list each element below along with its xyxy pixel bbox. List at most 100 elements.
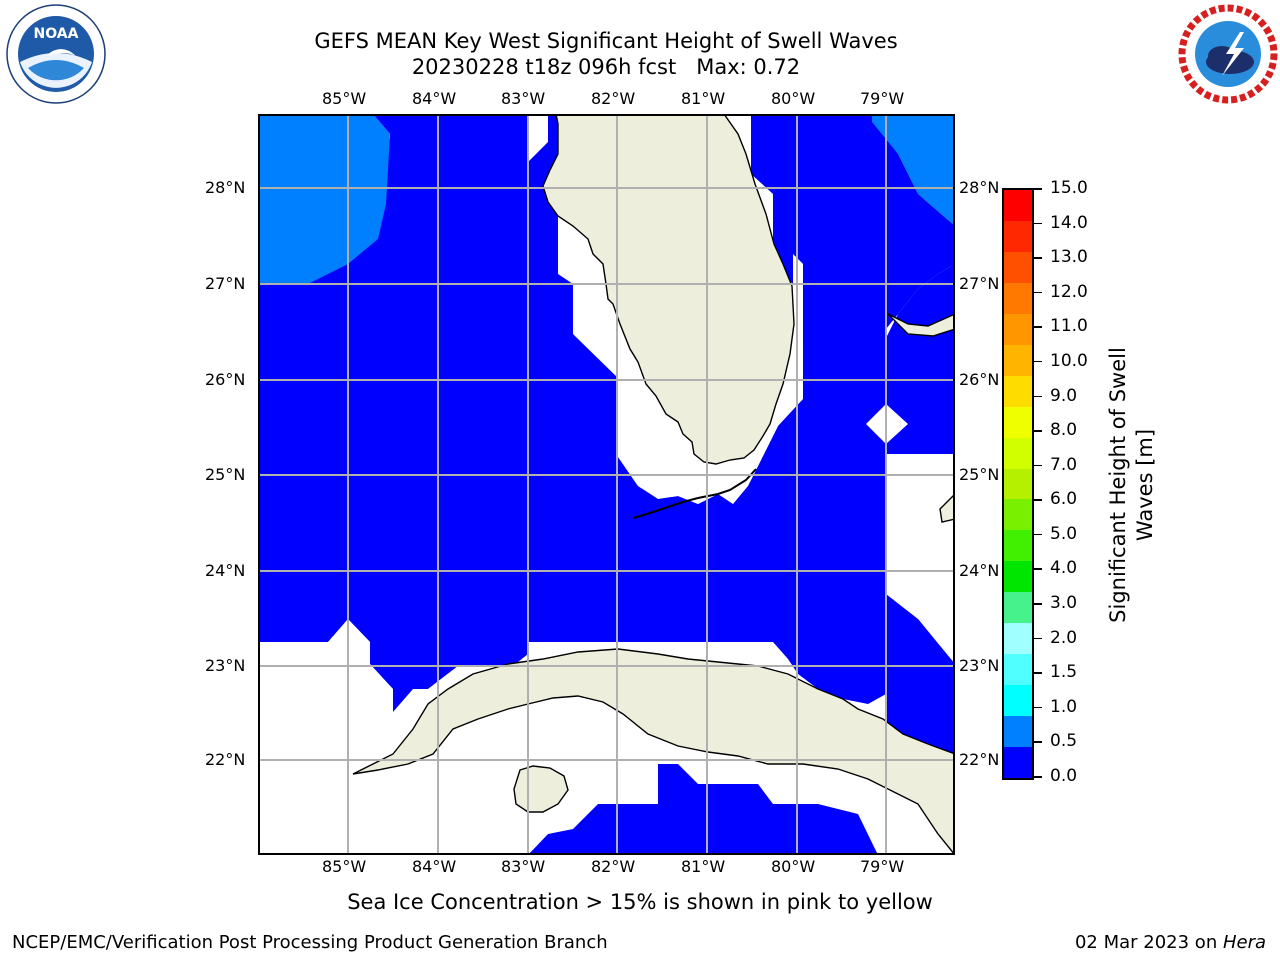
page-title: GEFS MEAN Key West Significant Height of… [0,28,1212,80]
colorbar-tick-mark [1034,395,1042,398]
colorbar-segment [1004,530,1032,562]
lon-label-top-80w: 80°W [771,89,816,108]
colorbar-tick-mark [1034,499,1042,501]
colorbar-tick-label: 13.0 [1050,247,1088,268]
lat-label-right-27n: 27°N [959,274,1000,293]
ocean-swell-mid-northwest [258,114,390,284]
colorbar-segment [1004,499,1032,531]
colorbar-tick-label: 1.0 [1050,696,1078,717]
colorbar-segment [1004,251,1032,284]
lon-label-bottom-82w: 82°W [591,857,636,876]
florida-land [542,113,795,465]
lon-label-bottom-84w: 84°W [412,857,457,876]
colorbar-tick-label: 0.5 [1050,731,1078,752]
map-panel [258,113,956,857]
map-frame [258,114,955,855]
lon-label-top-85w: 85°W [322,89,367,108]
colorbar-tick-label: 2.0 [1050,627,1078,648]
colorbar-tick-mark [1034,326,1042,328]
colorbar [1002,188,1034,780]
lat-label-left-27n: 27°N [205,274,246,293]
colorbar-tick-mark [1034,464,1042,467]
lon-label-top-83w: 83°W [501,89,546,108]
ocean-swell-low-caribbean [528,764,878,855]
lon-label-top-82w: 82°W [591,89,636,108]
colorbar-segment [1004,406,1032,439]
colorbar-segment [1004,344,1032,377]
colorbar-segment [1004,716,1032,748]
noaa-logo-text: NOAA [34,26,79,42]
florida-keys [633,468,757,519]
colorbar-tick-label: 15.0 [1050,178,1088,198]
colorbar-label-line-1: Significant Height of Swell [1106,347,1130,623]
colorbar-tick-mark [1034,291,1042,294]
colorbar-segment [1004,282,1032,315]
sea-ice-caption: Sea Ice Concentration > 15% is shown in … [347,890,933,914]
colorbar-segment [1004,623,1032,655]
colorbar-tick-mark [1034,257,1042,259]
colorbar-tick-mark [1034,430,1042,432]
lon-label-bottom-85w: 85°W [322,857,367,876]
lat-label-right-22n: 22°N [959,750,1000,769]
colorbar-label: Significant Height of Swell Waves [m] [1102,185,1162,785]
colorbar-segment [1004,468,1032,500]
colorbar-segment [1004,375,1032,408]
colorbar-tick-label: 11.0 [1050,316,1088,337]
lon-label-top-84w: 84°W [412,89,457,108]
colorbar-tick-label: 7.0 [1050,454,1078,475]
colorbar-tick-mark [1034,741,1042,743]
colorbar-tick-label: 14.0 [1050,212,1088,233]
colorbar-segment [1004,561,1032,593]
colorbar-tick-label: 3.0 [1050,593,1078,614]
colorbar-tick-label: 5.0 [1050,523,1078,544]
nws-logo-icon [1178,4,1278,104]
colorbar-tick-label: 4.0 [1050,558,1078,579]
colorbar-tick-label: 10.0 [1050,350,1088,371]
lon-label-top-79w: 79°W [860,89,905,108]
colorbar-tick-label: 9.0 [1050,385,1078,406]
lat-label-left-26n: 26°N [205,370,246,389]
lon-label-bottom-81w: 81°W [681,857,726,876]
colorbar-tick-mark [1034,568,1042,570]
nws-logo [1178,4,1278,104]
colorbar-segment [1004,437,1032,470]
colorbar-tick-mark [1034,776,1042,778]
lon-label-bottom-79w: 79°W [860,857,905,876]
colorbar-tick-mark [1034,637,1042,640]
colorbar-ticks: 15.0 14.0 13.0 12.0 11.0 10.0 9.0 8.0 7.0 6.0 5.0 4… [1034,178,1106,790]
colorbar-tick-label: 1.5 [1050,662,1078,683]
footer-right: 02 Mar 2023 on Hera [1075,932,1266,953]
lat-label-left-22n: 22°N [205,750,246,769]
colorbar-tick-label: 6.0 [1050,489,1078,510]
ocean-swell-low-west [258,114,558,712]
noaa-logo-icon: NOAA [6,4,106,104]
colorbar-tick-mark [1034,222,1042,225]
colorbar-tick-label: 0.0 [1050,766,1078,786]
colorbar-tick-mark [1034,360,1042,363]
colorbar-segment [1004,747,1032,779]
swell-height-map [258,113,956,857]
footer-host: Hera [1222,932,1266,953]
lat-label-right-28n: 28°N [959,178,1000,197]
lat-label-left-23n: 23°N [205,656,246,675]
colorbar-segment [1004,190,1032,222]
colorbar-tick-mark [1034,603,1042,605]
no-data-bahamas [866,404,955,619]
ocean-swell-mid-northeast [872,114,955,226]
colorbar-segment [1004,592,1032,624]
lat-label-left-25n: 25°N [205,465,246,484]
colorbar-tick-label: 8.0 [1050,420,1078,441]
ocean-swell-low-gulf-south [513,114,955,734]
lat-label-right-25n: 25°N [959,465,1000,484]
colorbar-segment [1004,220,1032,253]
lat-label-left-28n: 28°N [205,178,246,197]
lat-label-left-24n: 24°N [205,561,246,580]
colorbar-tick-mark [1034,533,1042,536]
lon-label-bottom-80w: 80°W [771,857,816,876]
colorbar-segment [1004,685,1032,717]
footer-left: NCEP/EMC/Verification Post Processing Pr… [12,932,608,953]
colorbar-tick-mark [1034,672,1042,674]
lon-label-top-81w: 81°W [681,89,726,108]
graticule [258,114,955,855]
noaa-logo: NOAA [6,4,106,104]
